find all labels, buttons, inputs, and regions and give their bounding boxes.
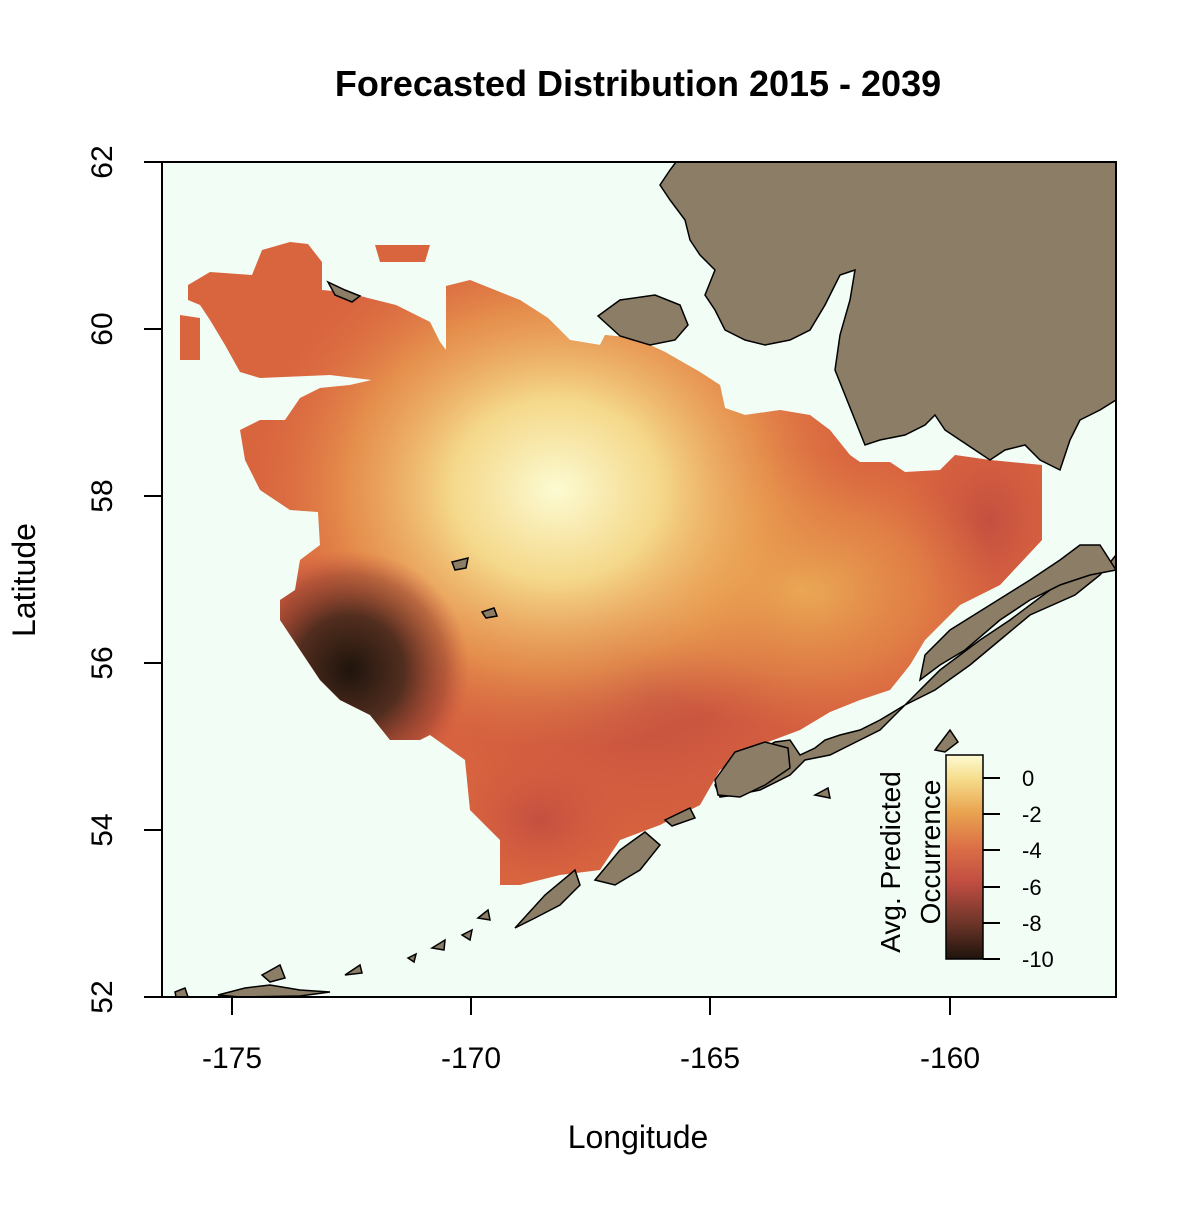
st-george-island <box>480 607 499 619</box>
legend-tick-label: -2 <box>1022 802 1042 827</box>
y-tick-label: 54 <box>86 813 119 846</box>
y-tick-label: 58 <box>86 479 119 512</box>
st-matthew-island <box>326 280 362 303</box>
y-tick-label: 52 <box>86 980 119 1013</box>
x-tick-label: -165 <box>680 1042 740 1075</box>
legend-tick-label: 0 <box>1022 766 1034 791</box>
chart-title: Forecasted Distribution 2015 - 2039 <box>335 63 941 104</box>
x-axis <box>231 996 951 1015</box>
y-tick-label: 60 <box>86 312 119 345</box>
legend-title-line1: Avg. Predicted <box>875 771 906 953</box>
aleutian-islands <box>174 728 960 998</box>
x-tick-label: -175 <box>202 1042 262 1075</box>
legend-tick-label: -10 <box>1022 947 1054 972</box>
x-axis-label: Longitude <box>568 1119 709 1155</box>
alaska-mainland <box>659 161 1117 798</box>
y-tick-label: 62 <box>86 145 119 178</box>
nunivak-island <box>596 294 689 346</box>
legend-title-line2: Occurrence <box>915 780 946 925</box>
y-axis-label: Latitude <box>6 523 42 637</box>
alaska-peninsula <box>918 544 1118 682</box>
x-tick-label: -160 <box>920 1042 980 1075</box>
y-axis <box>144 161 163 998</box>
st-paul-island <box>451 556 469 571</box>
x-tick-label: -170 <box>441 1042 501 1075</box>
legend-tick-label: -6 <box>1022 875 1042 900</box>
y-tick-label: 56 <box>86 646 119 679</box>
legend-colorbar <box>945 754 984 960</box>
legend-tick-label: -4 <box>1022 838 1042 863</box>
unimak-island <box>714 741 791 798</box>
color-legend: 0 -2 -4 -6 -8 -10 Avg. Predicted Occurre… <box>875 754 1054 972</box>
legend-tick-label: -8 <box>1022 911 1042 936</box>
